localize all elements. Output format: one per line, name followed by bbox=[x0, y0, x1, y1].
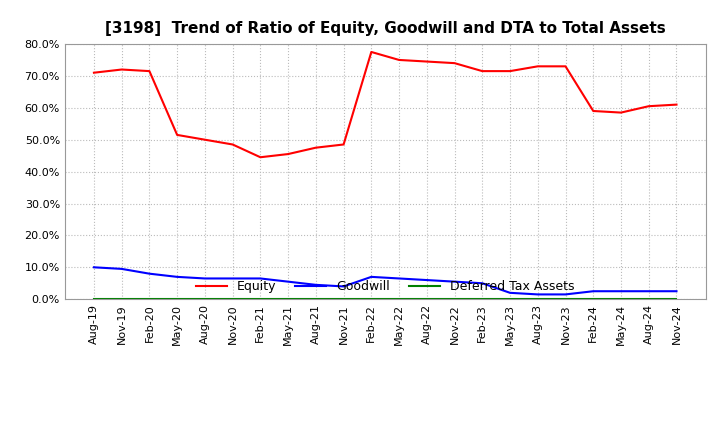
Equity bbox=[339, 142, 348, 147]
Goodwill bbox=[256, 276, 265, 281]
Goodwill bbox=[145, 271, 154, 276]
Deferred Tax Assets bbox=[228, 296, 237, 301]
Equity bbox=[423, 59, 431, 64]
Goodwill bbox=[89, 265, 98, 270]
Title: [3198]  Trend of Ratio of Equity, Goodwill and DTA to Total Assets: [3198] Trend of Ratio of Equity, Goodwil… bbox=[105, 21, 665, 36]
Goodwill bbox=[395, 276, 403, 281]
Deferred Tax Assets bbox=[395, 296, 403, 301]
Equity bbox=[173, 132, 181, 138]
Deferred Tax Assets bbox=[201, 296, 210, 301]
Equity bbox=[117, 67, 126, 72]
Deferred Tax Assets bbox=[616, 296, 625, 301]
Goodwill bbox=[312, 282, 320, 287]
Equity bbox=[145, 69, 154, 74]
Equity bbox=[478, 69, 487, 74]
Deferred Tax Assets bbox=[561, 296, 570, 301]
Equity bbox=[312, 145, 320, 150]
Equity bbox=[450, 60, 459, 66]
Equity bbox=[395, 57, 403, 62]
Equity bbox=[534, 64, 542, 69]
Deferred Tax Assets bbox=[367, 296, 376, 301]
Goodwill bbox=[201, 276, 210, 281]
Deferred Tax Assets bbox=[478, 296, 487, 301]
Goodwill bbox=[284, 279, 292, 284]
Deferred Tax Assets bbox=[423, 296, 431, 301]
Goodwill bbox=[672, 289, 681, 294]
Equity bbox=[505, 69, 514, 74]
Deferred Tax Assets bbox=[534, 296, 542, 301]
Equity bbox=[561, 64, 570, 69]
Equity bbox=[644, 103, 653, 109]
Equity bbox=[228, 142, 237, 147]
Deferred Tax Assets bbox=[173, 296, 181, 301]
Deferred Tax Assets bbox=[505, 296, 514, 301]
Goodwill bbox=[505, 290, 514, 296]
Legend: Equity, Goodwill, Deferred Tax Assets: Equity, Goodwill, Deferred Tax Assets bbox=[191, 275, 580, 298]
Goodwill bbox=[589, 289, 598, 294]
Deferred Tax Assets bbox=[89, 296, 98, 301]
Equity bbox=[201, 137, 210, 142]
Goodwill bbox=[534, 292, 542, 297]
Goodwill bbox=[616, 289, 625, 294]
Deferred Tax Assets bbox=[450, 296, 459, 301]
Equity bbox=[589, 108, 598, 114]
Equity bbox=[284, 151, 292, 157]
Goodwill bbox=[450, 279, 459, 284]
Goodwill bbox=[228, 276, 237, 281]
Equity bbox=[672, 102, 681, 107]
Goodwill bbox=[173, 274, 181, 279]
Deferred Tax Assets bbox=[256, 296, 265, 301]
Deferred Tax Assets bbox=[117, 296, 126, 301]
Goodwill bbox=[339, 284, 348, 289]
Line: Goodwill: Goodwill bbox=[94, 268, 677, 294]
Deferred Tax Assets bbox=[644, 296, 653, 301]
Equity bbox=[616, 110, 625, 115]
Deferred Tax Assets bbox=[339, 296, 348, 301]
Line: Equity: Equity bbox=[94, 52, 677, 157]
Goodwill bbox=[367, 274, 376, 279]
Goodwill bbox=[644, 289, 653, 294]
Goodwill bbox=[478, 281, 487, 286]
Deferred Tax Assets bbox=[312, 296, 320, 301]
Deferred Tax Assets bbox=[145, 296, 154, 301]
Equity bbox=[89, 70, 98, 75]
Goodwill bbox=[117, 266, 126, 271]
Goodwill bbox=[561, 292, 570, 297]
Equity bbox=[256, 154, 265, 160]
Equity bbox=[367, 49, 376, 55]
Deferred Tax Assets bbox=[284, 296, 292, 301]
Deferred Tax Assets bbox=[589, 296, 598, 301]
Goodwill bbox=[423, 278, 431, 283]
Deferred Tax Assets bbox=[672, 296, 681, 301]
